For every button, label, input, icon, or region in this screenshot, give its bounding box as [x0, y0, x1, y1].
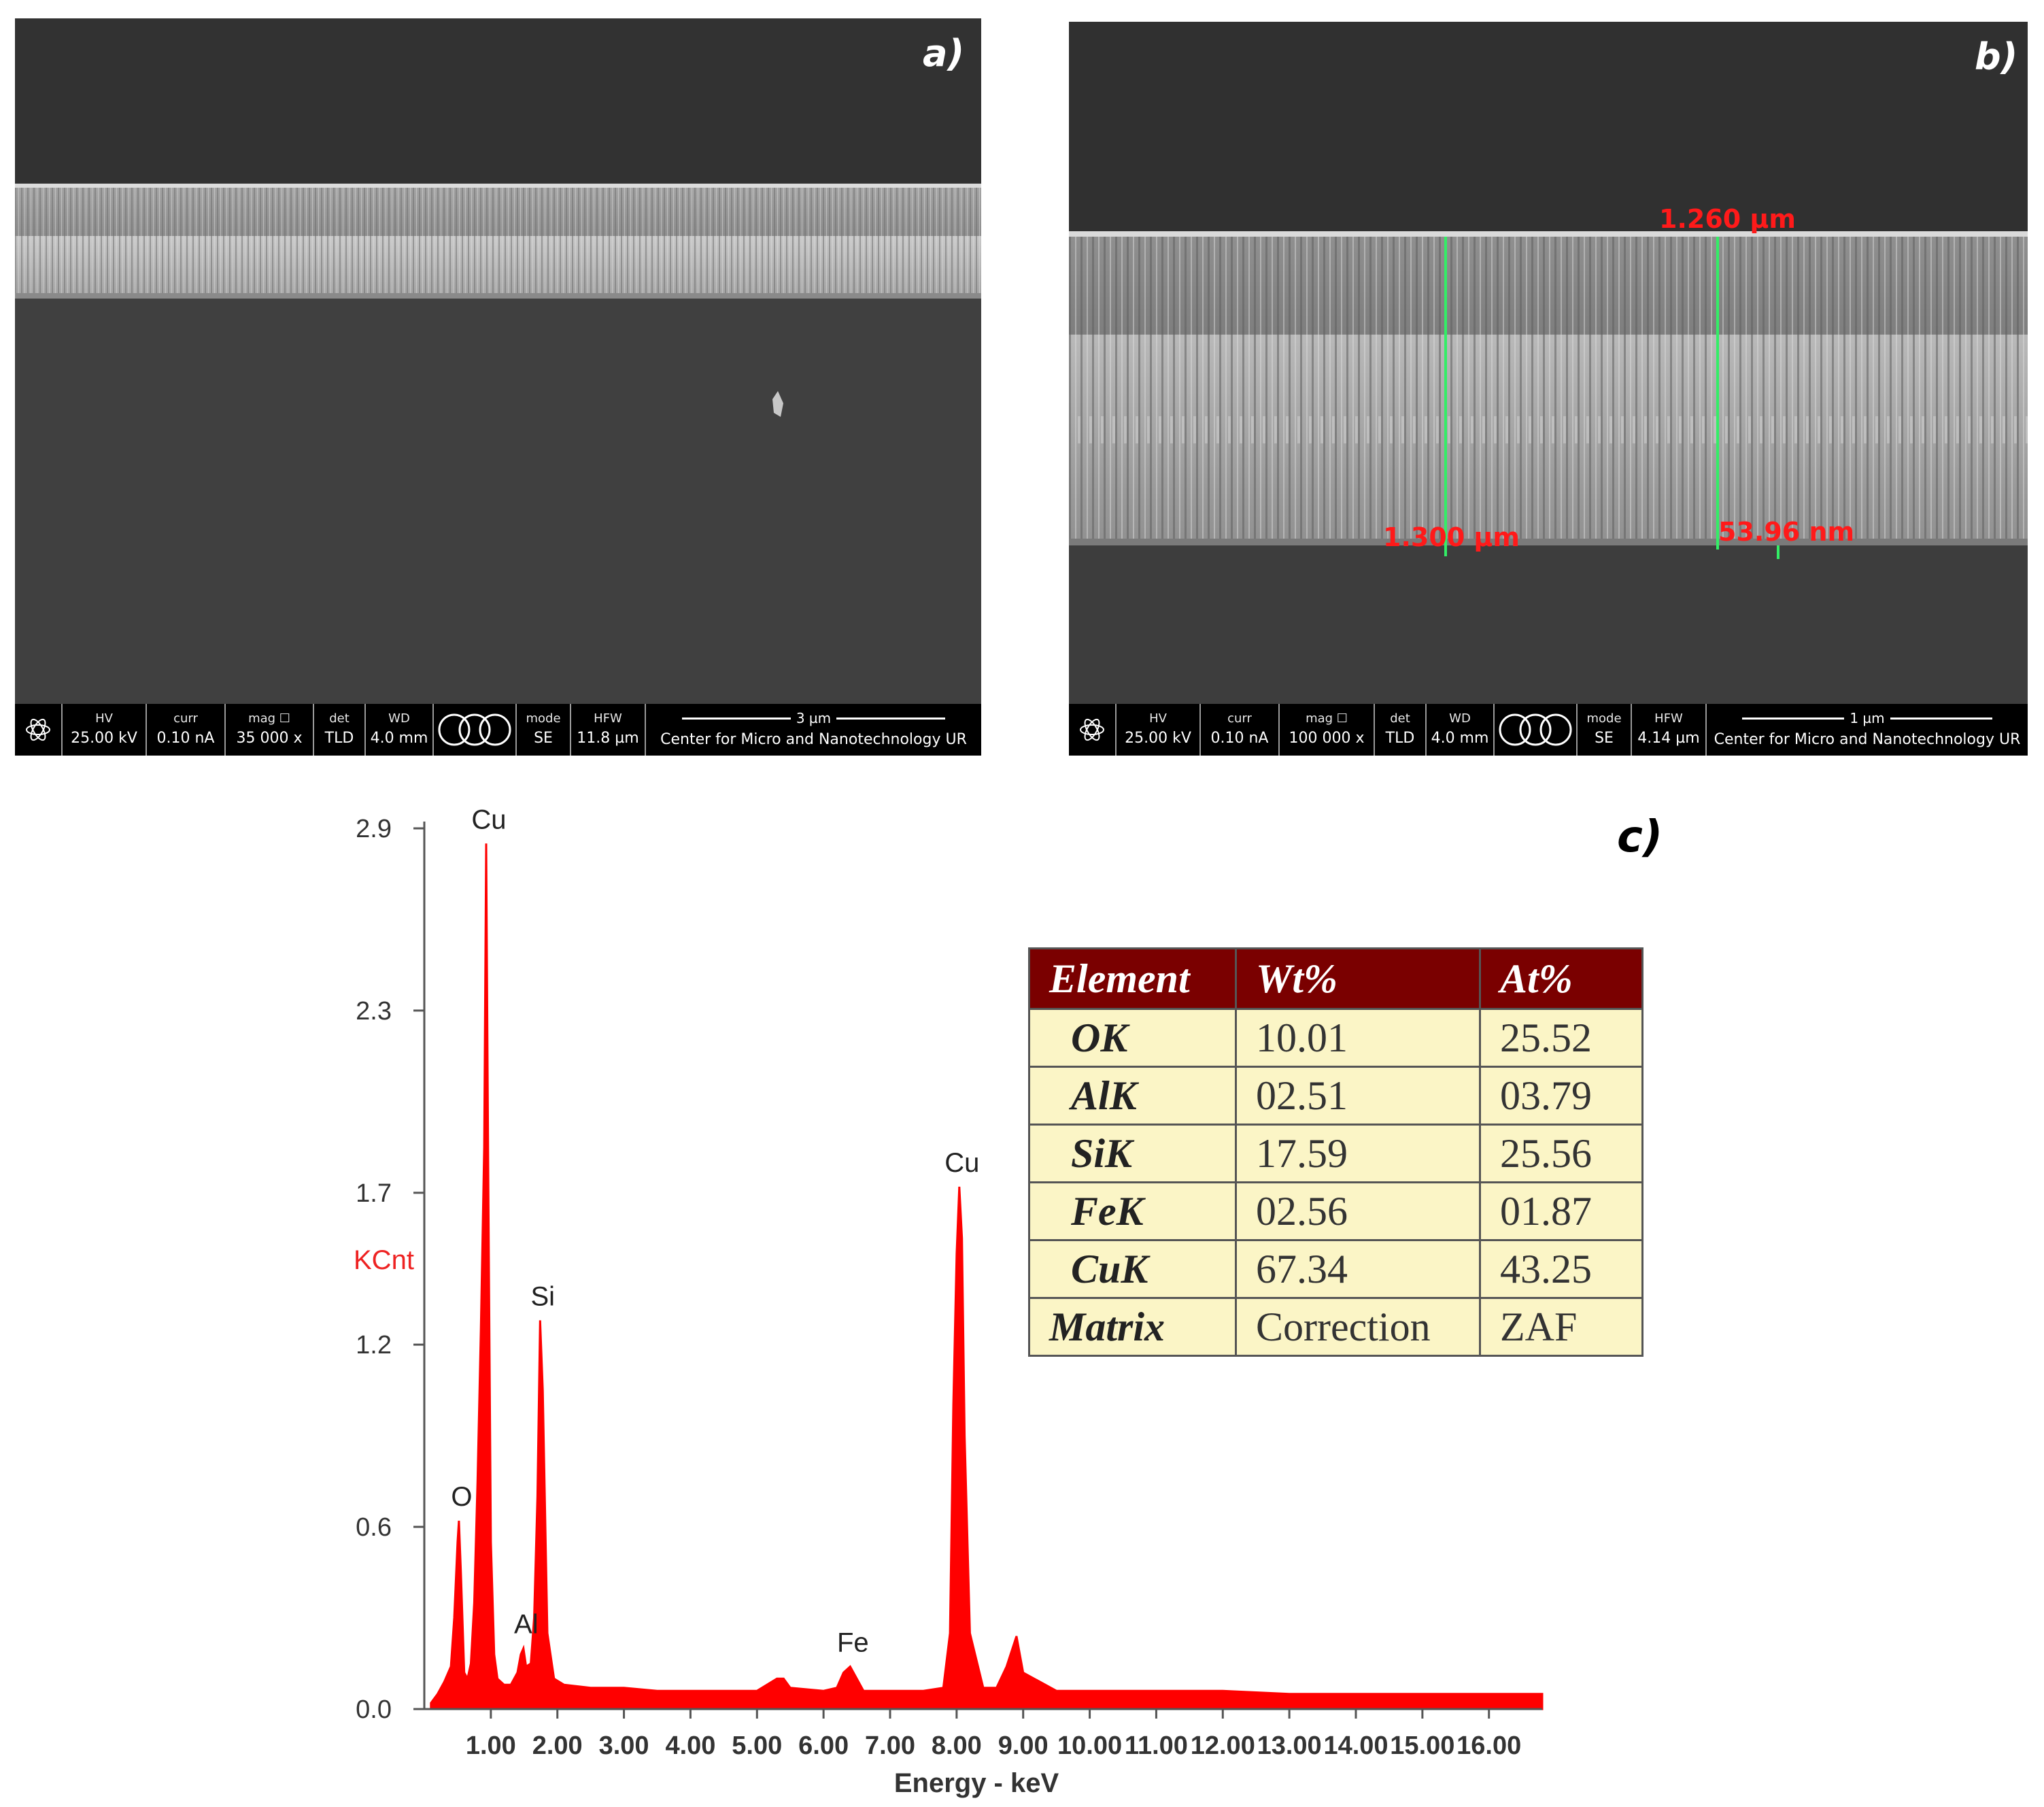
mode-cell: mode SE — [517, 704, 571, 756]
x-tick-label: 2.00 — [532, 1732, 583, 1760]
peak-label: Cu — [471, 805, 506, 834]
sem-image-panel-a: a) HV 25.00 kV curr 0.10 nA mag ☐ 35 000 x … — [15, 18, 981, 756]
scale-bar-label: 3 µm — [796, 710, 832, 726]
hfw-cell: HFW 11.8 µm — [571, 704, 646, 756]
table-cell: 03.79 — [1479, 1066, 1643, 1126]
table-header-cell: At% — [1479, 947, 1643, 1010]
cmn-logo-icon — [1495, 704, 1578, 756]
x-axis-label: Energy - keV — [894, 1768, 1059, 1798]
sem-image-panel-b: b) 1.260 µm 1.300 µm 53.96 nm HV 25.00 kV… — [1069, 22, 2028, 756]
hfw-cell: HFW 4.14 µm — [1632, 704, 1707, 756]
scale-cell: 3 µm Center for Micro and Nanotechnology… — [646, 704, 981, 756]
checkbox-icon: ☐ — [279, 711, 290, 726]
x-tick-label: 11.00 — [1125, 1732, 1188, 1760]
x-tick-label: 15.00 — [1390, 1732, 1454, 1760]
panel-c-label: c) — [1617, 812, 1663, 862]
x-tick-label: 13.00 — [1257, 1732, 1322, 1760]
y-tick-label: 1.7 — [356, 1179, 392, 1208]
hv-cell: HV 25.00 kV — [1117, 704, 1201, 756]
table-cell: CuK — [1028, 1239, 1237, 1299]
table-cell: 02.51 — [1235, 1066, 1481, 1126]
y-tick-label: 0.0 — [356, 1695, 392, 1724]
eds-composition-table: Element Wt% At% OK 10.01 25.52 AlK 02.51 03.… — [1028, 947, 1643, 1357]
x-tick-label: 12.00 — [1191, 1732, 1255, 1760]
center-name: Center for Micro and Nanotechnology UR — [660, 731, 967, 748]
table-cell: 02.56 — [1235, 1181, 1481, 1241]
table-row: AlK 02.51 03.79 — [1028, 1066, 1643, 1126]
atom-icon — [15, 704, 63, 756]
y-axis-label: KCnt — [354, 1245, 414, 1275]
peak-label: Si — [530, 1281, 555, 1311]
x-tick-label: 3.00 — [599, 1732, 649, 1760]
peak-label: Cu — [944, 1148, 979, 1178]
table-row: CuK 67.34 43.25 — [1028, 1239, 1643, 1299]
table-header-row: Element Wt% At% — [1028, 947, 1643, 1010]
det-cell: det TLD — [314, 704, 366, 756]
table-cell: 43.25 — [1479, 1239, 1643, 1299]
table-cell: SiK — [1028, 1124, 1237, 1183]
table-cell: FeK — [1028, 1181, 1237, 1241]
table-cell: 10.01 — [1235, 1008, 1481, 1068]
table-cell: AlK — [1028, 1066, 1237, 1126]
table-row: Matrix Correction ZAF — [1028, 1297, 1643, 1357]
wd-cell: WD 4.0 mm — [366, 704, 434, 756]
det-cell: det TLD — [1375, 704, 1427, 756]
mag-cell: mag ☐ 35 000 x — [226, 704, 314, 756]
table-cell: 25.56 — [1479, 1124, 1643, 1183]
curr-cell: curr 0.10 nA — [147, 704, 226, 756]
x-tick-label: 14.00 — [1323, 1732, 1388, 1760]
table-row: OK 10.01 25.52 — [1028, 1008, 1643, 1068]
x-tick-label: 16.00 — [1457, 1732, 1521, 1760]
curr-cell: curr 0.10 nA — [1201, 704, 1280, 756]
sem-micrograph-a — [15, 18, 981, 704]
wd-cell: WD 4.0 mm — [1427, 704, 1495, 756]
scale-bar-label: 1 µm — [1850, 710, 1885, 726]
x-tick-label: 8.00 — [932, 1732, 982, 1760]
y-tick-label: 2.3 — [356, 997, 392, 1026]
panel-a-label: a) — [923, 32, 965, 75]
y-tick-label: 0.6 — [356, 1513, 392, 1542]
y-tick-label: 2.9 — [356, 815, 392, 843]
sem-databar-a: HV 25.00 kV curr 0.10 nA mag ☐ 35 000 x det… — [15, 704, 981, 756]
table-cell: OK — [1028, 1008, 1237, 1068]
sem-micrograph-b — [1069, 22, 2028, 704]
table-row: SiK 17.59 25.56 — [1028, 1124, 1643, 1183]
table-cell: 25.52 — [1479, 1008, 1643, 1068]
x-tick-label: 4.00 — [665, 1732, 715, 1760]
cmn-logo-icon — [434, 704, 517, 756]
x-tick-label: 5.00 — [732, 1732, 782, 1760]
measurement-label: 53.96 nm — [1718, 517, 1855, 547]
table-cell: Correction — [1235, 1297, 1481, 1357]
peak-label: O — [451, 1482, 472, 1512]
table-header-cell: Element — [1028, 947, 1237, 1010]
panel-b-label: b) — [1975, 35, 2018, 78]
measurement-label: 1.300 µm — [1383, 522, 1520, 552]
peak-label: Al — [514, 1610, 539, 1640]
table-row: FeK 02.56 01.87 — [1028, 1181, 1643, 1241]
table-cell: 67.34 — [1235, 1239, 1481, 1299]
spectrum-series — [430, 843, 1544, 1710]
x-tick-label: 7.00 — [865, 1732, 915, 1760]
x-tick-label: 10.00 — [1057, 1732, 1122, 1760]
mode-cell: mode SE — [1578, 704, 1632, 756]
table-cell: ZAF — [1479, 1297, 1643, 1357]
measurement-label: 1.260 µm — [1659, 204, 1796, 234]
x-tick-label: 9.00 — [998, 1732, 1049, 1760]
mag-cell: mag ☐ 100 000 x — [1280, 704, 1375, 756]
peak-label: Fe — [837, 1627, 869, 1657]
table-header-cell: Wt% — [1235, 947, 1481, 1010]
checkbox-icon: ☐ — [1336, 711, 1348, 726]
table-cell: 17.59 — [1235, 1124, 1481, 1183]
atom-icon — [1069, 704, 1117, 756]
x-tick-label: 6.00 — [798, 1732, 849, 1760]
scale-cell: 1 µm Center for Micro and Nanotechnology… — [1707, 704, 2028, 756]
hv-cell: HV 25.00 kV — [63, 704, 147, 756]
table-cell: 01.87 — [1479, 1181, 1643, 1241]
table-cell: Matrix — [1028, 1297, 1237, 1357]
center-name: Center for Micro and Nanotechnology UR — [1714, 731, 2021, 748]
sem-databar-b: HV 25.00 kV curr 0.10 nA mag ☐ 100 000 x de… — [1069, 704, 2028, 756]
y-tick-label: 1.2 — [356, 1331, 392, 1360]
x-tick-label: 1.00 — [466, 1732, 516, 1760]
